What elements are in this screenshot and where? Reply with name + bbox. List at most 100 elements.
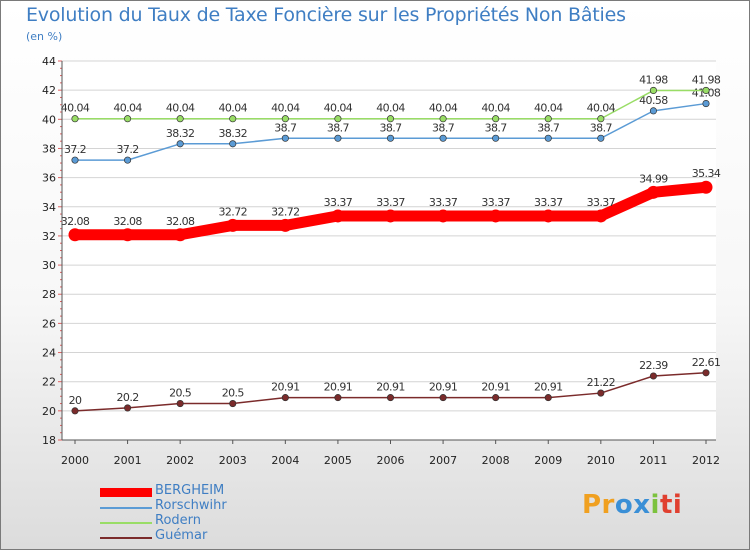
data-label-rodern: 40.04 xyxy=(481,102,510,115)
data-point-bergheim xyxy=(436,209,450,223)
data-point-rorschwihr xyxy=(71,156,79,164)
data-label-rorschwihr: 38.32 xyxy=(166,127,195,140)
y-tick-label: 20 xyxy=(42,405,56,418)
data-point-guemar xyxy=(124,404,132,412)
data-point-rorschwihr xyxy=(334,134,342,142)
data-point-bergheim xyxy=(541,209,555,223)
y-tick-label: 36 xyxy=(42,172,56,185)
y-tick-label: 42 xyxy=(42,84,56,97)
data-label-rodern: 40.04 xyxy=(271,102,300,115)
legend-label: Rodern xyxy=(155,513,202,528)
data-point-rodern xyxy=(124,115,132,123)
y-tick-label: 22 xyxy=(42,376,56,389)
data-label-guemar: 20.5 xyxy=(169,387,192,400)
proxiti-logo: Proxiti xyxy=(582,490,682,520)
data-point-rorschwihr xyxy=(597,134,605,142)
data-label-rodern: 40.04 xyxy=(587,102,616,115)
legend-label: BERGHEIM xyxy=(155,483,225,498)
data-point-rorschwihr xyxy=(281,134,289,142)
data-point-rorschwihr xyxy=(649,107,657,115)
data-point-bergheim xyxy=(68,228,82,242)
x-tick-label: 2001 xyxy=(114,454,142,467)
data-point-rodern xyxy=(439,115,447,123)
legend-swatch xyxy=(100,537,152,539)
y-tick-label: 28 xyxy=(42,288,56,301)
data-point-rorschwihr xyxy=(544,134,552,142)
data-label-guemar: 22.39 xyxy=(639,359,668,372)
data-label-rorschwihr: 38.7 xyxy=(379,121,402,134)
logo-letters: Pr xyxy=(582,490,615,520)
y-tick-label: 30 xyxy=(42,259,56,272)
data-point-rodern xyxy=(71,115,79,123)
data-point-bergheim xyxy=(489,209,503,223)
data-label-rorschwihr: 37.2 xyxy=(117,143,139,156)
data-point-rodern xyxy=(386,115,395,123)
data-label-guemar: 20 xyxy=(69,394,82,407)
data-point-bergheim xyxy=(699,180,713,194)
data-label-bergheim: 33.37 xyxy=(481,196,510,209)
data-point-rorschwihr xyxy=(439,134,447,142)
data-label-bergheim: 34.99 xyxy=(639,172,668,185)
x-tick-label: 2000 xyxy=(61,454,89,467)
x-tick-label: 2011 xyxy=(639,454,667,467)
data-label-guemar: 21.22 xyxy=(587,376,616,389)
data-label-rodern: 40.04 xyxy=(113,102,142,115)
data-point-bergheim xyxy=(226,218,240,232)
y-tick-label: 44 xyxy=(42,55,56,68)
data-point-rodern xyxy=(492,115,500,123)
data-label-rorschwihr: 38.7 xyxy=(537,121,560,134)
data-label-bergheim: 33.37 xyxy=(534,196,563,209)
data-point-bergheim xyxy=(173,228,187,242)
y-tick-label: 32 xyxy=(42,230,56,243)
data-point-rorschwihr xyxy=(229,140,237,148)
data-point-guemar xyxy=(544,394,552,402)
x-tick-label: 2012 xyxy=(692,454,720,467)
data-label-rorschwihr: 38.7 xyxy=(590,121,613,134)
data-point-bergheim xyxy=(121,228,135,242)
data-point-rodern xyxy=(176,115,184,123)
data-label-rodern: 41.98 xyxy=(692,73,721,86)
data-label-rorschwihr: 38.32 xyxy=(219,127,248,140)
x-tick-label: 2005 xyxy=(324,454,352,467)
data-point-rodern xyxy=(649,86,657,94)
x-tick-label: 2006 xyxy=(377,454,405,467)
data-label-rodern: 40.04 xyxy=(324,102,353,115)
data-point-rodern xyxy=(597,115,605,123)
data-label-bergheim: 33.37 xyxy=(324,196,353,209)
data-label-guemar: 20.91 xyxy=(481,381,510,394)
chart-unit-label: (en %) xyxy=(26,30,63,43)
logo-letters: ox xyxy=(614,490,651,520)
x-tick-label: 2009 xyxy=(534,454,562,467)
data-point-rorschwihr xyxy=(702,100,710,108)
data-label-bergheim: 32.08 xyxy=(166,215,195,228)
data-point-guemar xyxy=(439,394,447,402)
data-point-guemar xyxy=(702,369,710,377)
x-tick-label: 2008 xyxy=(482,454,510,467)
data-label-guemar: 20.91 xyxy=(429,381,458,394)
y-tick-label: 34 xyxy=(42,201,56,214)
data-label-rodern: 40.04 xyxy=(219,102,248,115)
data-point-bergheim xyxy=(384,209,397,223)
data-label-rodern: 40.04 xyxy=(429,102,458,115)
data-label-guemar: 22.61 xyxy=(692,356,721,369)
data-label-rorschwihr: 40.58 xyxy=(639,94,668,107)
y-tick-label: 26 xyxy=(42,317,56,330)
x-tick-label: 2003 xyxy=(219,454,247,467)
data-label-bergheim: 32.08 xyxy=(113,215,142,228)
data-label-bergheim: 33.37 xyxy=(376,196,405,209)
data-point-bergheim xyxy=(278,218,292,232)
y-tick-label: 40 xyxy=(42,113,56,126)
legend-label: Guémar xyxy=(155,528,208,543)
data-point-rorschwihr xyxy=(124,156,132,164)
data-label-rorschwihr: 38.7 xyxy=(327,121,350,134)
data-point-guemar xyxy=(492,394,500,402)
data-point-rodern xyxy=(702,86,710,94)
plot-area xyxy=(62,61,716,440)
data-label-rodern: 40.04 xyxy=(61,102,90,115)
data-point-bergheim xyxy=(594,209,608,223)
data-point-guemar xyxy=(229,400,237,408)
y-tick-label: 38 xyxy=(42,142,56,155)
data-label-rorschwihr: 37.2 xyxy=(64,143,86,156)
data-point-bergheim xyxy=(646,185,660,199)
